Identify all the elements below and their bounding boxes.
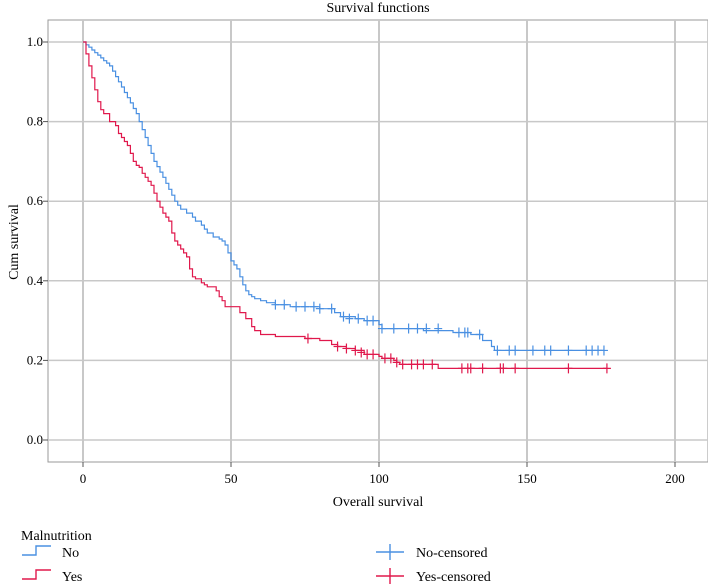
censor-mark-yes bbox=[342, 343, 351, 354]
censor-mark-no bbox=[377, 323, 386, 334]
censor-mark-no bbox=[475, 329, 484, 340]
censor-mark-yes bbox=[369, 349, 378, 360]
legend-title: Malnutrition bbox=[21, 529, 92, 544]
legend-swatch-no-censored bbox=[376, 544, 404, 560]
censor-mark-no bbox=[422, 323, 431, 334]
censor-mark-yes bbox=[602, 363, 611, 374]
censor-mark-yes bbox=[419, 359, 428, 370]
censor-mark-yes bbox=[428, 359, 437, 370]
censor-mark-no bbox=[389, 323, 398, 334]
censor-mark-no bbox=[354, 313, 363, 324]
survival-line-yes bbox=[83, 41, 607, 369]
censor-mark-no bbox=[493, 345, 502, 356]
censor-mark-yes bbox=[386, 353, 395, 364]
censor-mark-no bbox=[345, 313, 354, 324]
censor-mark-no bbox=[309, 301, 318, 312]
x-tick-label: 100 bbox=[369, 471, 389, 486]
censor-mark-yes bbox=[398, 359, 407, 370]
x-tick-label: 50 bbox=[225, 471, 238, 486]
censor-mark-no bbox=[327, 303, 336, 314]
censor-mark-no bbox=[599, 345, 608, 356]
censor-mark-yes bbox=[392, 357, 401, 368]
censor-mark-no bbox=[339, 311, 348, 322]
censor-mark-no bbox=[292, 301, 301, 312]
x-tick-label: 200 bbox=[665, 471, 685, 486]
legend: Malnutrition No Yes No-censored Yes-censore… bbox=[21, 529, 491, 585]
y-tick-label: 0.4 bbox=[27, 273, 44, 288]
legend-swatch-no bbox=[22, 545, 51, 556]
survival-series bbox=[83, 41, 611, 374]
legend-swatch-yes-censored bbox=[376, 568, 404, 584]
x-axis-label: Overall survival bbox=[333, 495, 424, 510]
y-tick-label: 0.0 bbox=[27, 432, 43, 447]
legend-label-no: No bbox=[62, 546, 79, 561]
censor-mark-yes bbox=[303, 333, 312, 344]
legend-swatch-yes bbox=[22, 569, 51, 580]
survival-line-no bbox=[83, 41, 604, 351]
censor-mark-no bbox=[528, 345, 537, 356]
y-tick-label: 0.8 bbox=[27, 114, 43, 129]
censor-mark-yes bbox=[466, 363, 475, 374]
censor-mark-no bbox=[369, 315, 378, 326]
censor-mark-no bbox=[404, 323, 413, 334]
censor-mark-no bbox=[546, 345, 555, 356]
censor-mark-yes bbox=[357, 347, 366, 358]
censor-mark-no bbox=[564, 345, 573, 356]
censor-mark-yes bbox=[499, 363, 508, 374]
x-tick-label: 150 bbox=[517, 471, 537, 486]
censor-mark-no bbox=[511, 345, 520, 356]
y-tick-label: 0.6 bbox=[27, 193, 44, 208]
censor-mark-no bbox=[315, 303, 324, 314]
censor-mark-yes bbox=[511, 363, 520, 374]
censor-mark-no bbox=[463, 327, 472, 338]
censor-mark-yes bbox=[564, 363, 573, 374]
y-tick-label: 0.2 bbox=[27, 352, 43, 367]
legend-entries: No Yes No-censored Yes-censored bbox=[22, 544, 491, 585]
y-tick-label: 1.0 bbox=[27, 34, 43, 49]
y-axis-label: Cum survival bbox=[7, 204, 22, 280]
legend-label-no-censored: No-censored bbox=[416, 546, 488, 561]
censor-mark-no bbox=[413, 323, 422, 334]
censor-mark-yes bbox=[478, 363, 487, 374]
x-tick-label: 0 bbox=[80, 471, 87, 486]
grid-lines bbox=[48, 20, 708, 462]
censor-mark-yes bbox=[333, 341, 342, 352]
censor-mark-no bbox=[434, 323, 443, 334]
legend-label-yes-censored: Yes-censored bbox=[416, 570, 491, 585]
axis-ticks: 0 50 100 150 200 0.0 0.2 0.4 0.6 0.8 1.0 bbox=[27, 34, 685, 486]
chart-title: Survival functions bbox=[326, 1, 429, 16]
censor-mark-no bbox=[271, 299, 280, 310]
censor-mark-no bbox=[280, 299, 289, 310]
censor-mark-yes bbox=[351, 345, 360, 356]
censor-mark-no bbox=[301, 301, 309, 312]
legend-label-yes: Yes bbox=[62, 570, 82, 585]
